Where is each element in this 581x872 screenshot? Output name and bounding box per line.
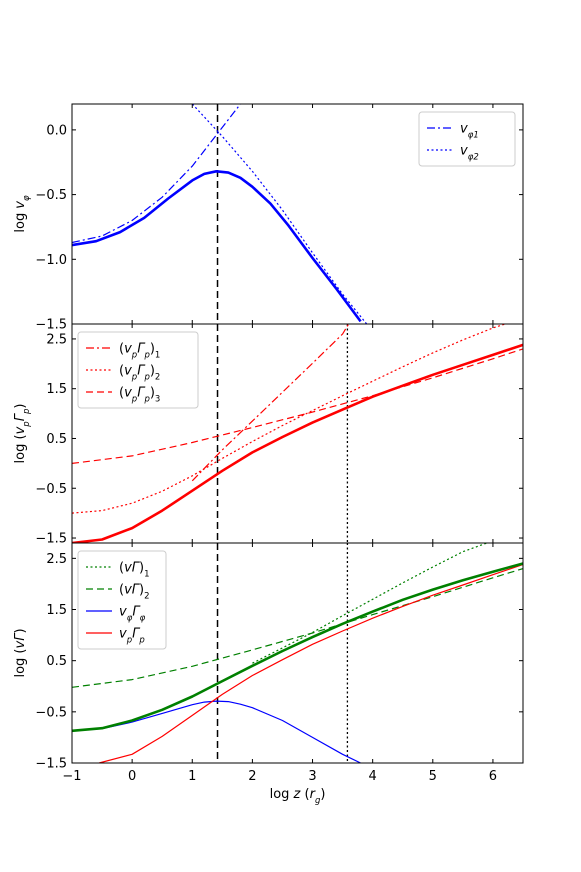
- series-line-3-2: [72, 568, 523, 688]
- ytick-label-2-5: 2.5: [46, 332, 67, 347]
- ytick-label-3-4: 1.5: [46, 603, 67, 618]
- legend-label-3-4: vpΓp: [119, 627, 145, 646]
- xtick-label-7: 5: [429, 769, 437, 784]
- series-line-2-1: [191, 324, 350, 482]
- ytick-label-2-3: 0.5: [46, 432, 67, 447]
- legend-label-2-1: (vpΓp)1: [119, 342, 160, 361]
- ytick-label-1-4: 0.0: [46, 123, 67, 138]
- series-line-1-1: [72, 104, 242, 244]
- xtick-label-3: 1: [188, 769, 196, 784]
- legend-box-2: [77, 331, 199, 409]
- series-line-3-4: [98, 563, 523, 763]
- ytick-label-3-5: 2.5: [46, 552, 67, 567]
- legend-label-3-1: (vΓ)1: [119, 561, 150, 580]
- ytick-label-2-1: −1.5: [35, 532, 67, 547]
- legend-label-2-3: (vpΓp)3: [119, 386, 160, 405]
- series-line-2-4: [72, 343, 523, 543]
- series-line-2-2: [72, 324, 506, 514]
- series-line-2-3: [72, 348, 523, 464]
- xtick-label-1: −1: [62, 769, 81, 784]
- ytick-label-2-2: −0.5: [35, 482, 67, 497]
- ytick-label-3-2: −0.5: [35, 705, 67, 720]
- series-line-3-1: [252, 543, 488, 664]
- series-line-3-3: [72, 700, 361, 763]
- ytick-label-1-3: −0.5: [35, 188, 67, 203]
- ylabel-3: log (vΓ): [13, 628, 28, 677]
- axes-frame-3: [71, 542, 524, 764]
- ylabel-2: log (vpΓp): [13, 404, 32, 464]
- plot-area-2: [72, 324, 523, 543]
- legend-2: (vpΓp)1 (vpΓp)2 (vpΓp)3: [77, 331, 199, 409]
- ytick-label-3-3: 0.5: [46, 654, 67, 669]
- legend-label-1-2: vφ2: [460, 144, 479, 163]
- legend-box-1: [418, 111, 516, 167]
- xtick-label-2: 0: [128, 769, 136, 784]
- ytick-label-3-1: −1.5: [35, 757, 67, 772]
- series-line-3-5: [72, 562, 523, 733]
- ytick-label-1-2: −1.0: [35, 253, 67, 268]
- series-line-1-3: [72, 170, 362, 323]
- xtick-label-6: 4: [369, 769, 377, 784]
- xtick-label-8: 6: [489, 769, 497, 784]
- xlabel: log z (rg): [270, 787, 326, 806]
- legend-label-3-2: (vΓ)2: [119, 583, 150, 602]
- legend-label-2-2: (vpΓp)2: [119, 364, 160, 383]
- ylabel-1: log vφ: [13, 195, 32, 233]
- panel-3: −1.5 −0.5 0.5 1.5 2.5 log (vΓ) (vΓ)1 (vΓ)2 vφΓφ v…: [13, 542, 524, 772]
- ytick-label-2-4: 1.5: [46, 382, 67, 397]
- plot-area-1: [72, 104, 368, 324]
- xtick-label-4: 2: [248, 769, 256, 784]
- legend-label-1-1: vφ1: [460, 122, 479, 141]
- ytick-label-1-1: −1.5: [35, 318, 67, 333]
- legend-label-3-3: vφΓφ: [119, 605, 146, 624]
- xtick-label-5: 3: [308, 769, 316, 784]
- legend-box-3: [77, 550, 167, 650]
- legend-3: (vΓ)1 (vΓ)2 vφΓφ vpΓp: [77, 550, 167, 650]
- plot-area-3: [72, 543, 523, 763]
